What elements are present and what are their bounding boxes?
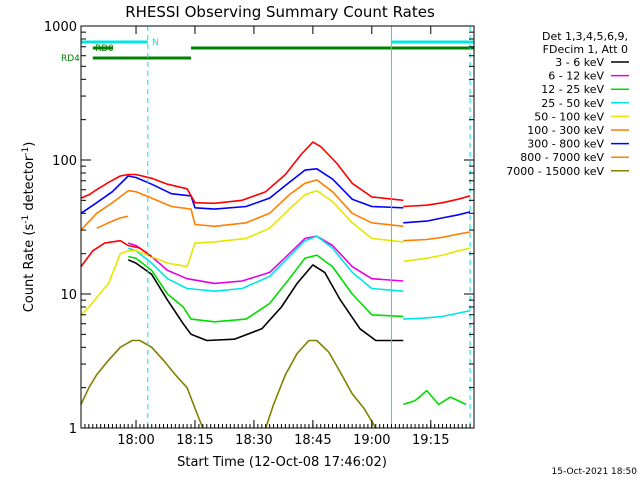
legend-label-8: 7000 - 15000 keV	[506, 165, 604, 178]
x-tick-label-0: 18:00	[117, 433, 154, 448]
series-2-segment-1	[403, 389, 467, 406]
legend-label-2: 12 - 25 keV	[541, 83, 604, 96]
legend-label-4: 50 - 100 keV	[534, 110, 604, 123]
series-5-segment-1	[403, 231, 471, 242]
series-3-segment-0	[127, 235, 404, 293]
observing-flags: N RD0 RD4	[61, 38, 474, 64]
series-8-segment-0	[80, 339, 204, 429]
x-tick-label-3: 18:45	[294, 433, 331, 448]
legend-header-2: FDecim 1, Att 0	[543, 43, 628, 56]
legend-label-6: 300 - 800 keV	[527, 138, 604, 151]
series-9-segment-1	[80, 239, 153, 268]
series-5-segment-0	[80, 179, 404, 231]
vertical-markers	[80, 26, 471, 428]
y-tick-label-3: 1000	[44, 20, 77, 35]
x-axis-label: Start Time (12-Oct-08 17:46:02)	[177, 455, 387, 470]
legend-label-7: 800 - 7000 keV	[520, 151, 604, 164]
legend-label-5: 100 - 300 keV	[527, 124, 604, 137]
legend: Det 1,3,4,5,6,9, FDecim 1, Att 0 3 - 6 k…	[506, 30, 629, 178]
y-label-sup2: -1	[21, 147, 31, 156]
plot-frame	[80, 25, 475, 429]
y-tick-label-0: 1	[69, 422, 77, 437]
legend-label-3: 25 - 50 keV	[541, 97, 604, 110]
y-label-mid: detector	[22, 155, 37, 215]
generation-timestamp: 15-Oct-2021 18:50	[552, 467, 638, 477]
series-1-segment-0	[127, 235, 404, 285]
y-label-pre: Count Rate (s	[22, 224, 37, 313]
flag-rd0-label: RD0	[95, 44, 114, 54]
series-9-segment-2	[403, 195, 471, 208]
legend-header-1: Det 1,3,4,5,6,9,	[542, 30, 628, 43]
series-2-segment-0	[128, 254, 404, 323]
x-tick-label-1: 18:15	[176, 433, 213, 448]
x-tick-label-4: 19:00	[353, 433, 390, 448]
series-3-segment-1	[403, 309, 471, 320]
y-axis-label: Count Rate (s-1 detector-1)	[21, 142, 37, 313]
x-tick-label-5: 19:15	[412, 433, 449, 448]
series-6-segment-1	[403, 211, 471, 224]
series-4-segment-0	[80, 189, 404, 316]
flag-n-label: N	[152, 38, 159, 48]
series-4-segment-1	[403, 247, 471, 263]
series-7-segment-0	[96, 215, 129, 229]
y-label-post: )	[22, 142, 37, 147]
series-layer	[80, 141, 471, 429]
legend-label-0: 3 - 6 keV	[555, 56, 604, 69]
y-label-sup1: -1	[21, 215, 31, 224]
series-8-segment-1	[264, 339, 377, 429]
axes: 18:00 18:15 18:30 18:45 19:00 19:15 1 10 100 1000	[44, 20, 474, 448]
series-9-segment-0	[80, 141, 404, 205]
legend-label-1: 6 - 12 keV	[548, 70, 604, 83]
series-0-segment-0	[127, 259, 404, 342]
flag-rd4-label: RD4	[61, 54, 80, 64]
series-6-segment-0	[80, 168, 404, 214]
y-tick-label-2: 100	[52, 154, 77, 169]
chart-title: RHESSI Observing Summary Count Rates	[125, 3, 435, 21]
x-tick-label-2: 18:30	[235, 433, 272, 448]
y-tick-label-1: 10	[60, 288, 77, 303]
